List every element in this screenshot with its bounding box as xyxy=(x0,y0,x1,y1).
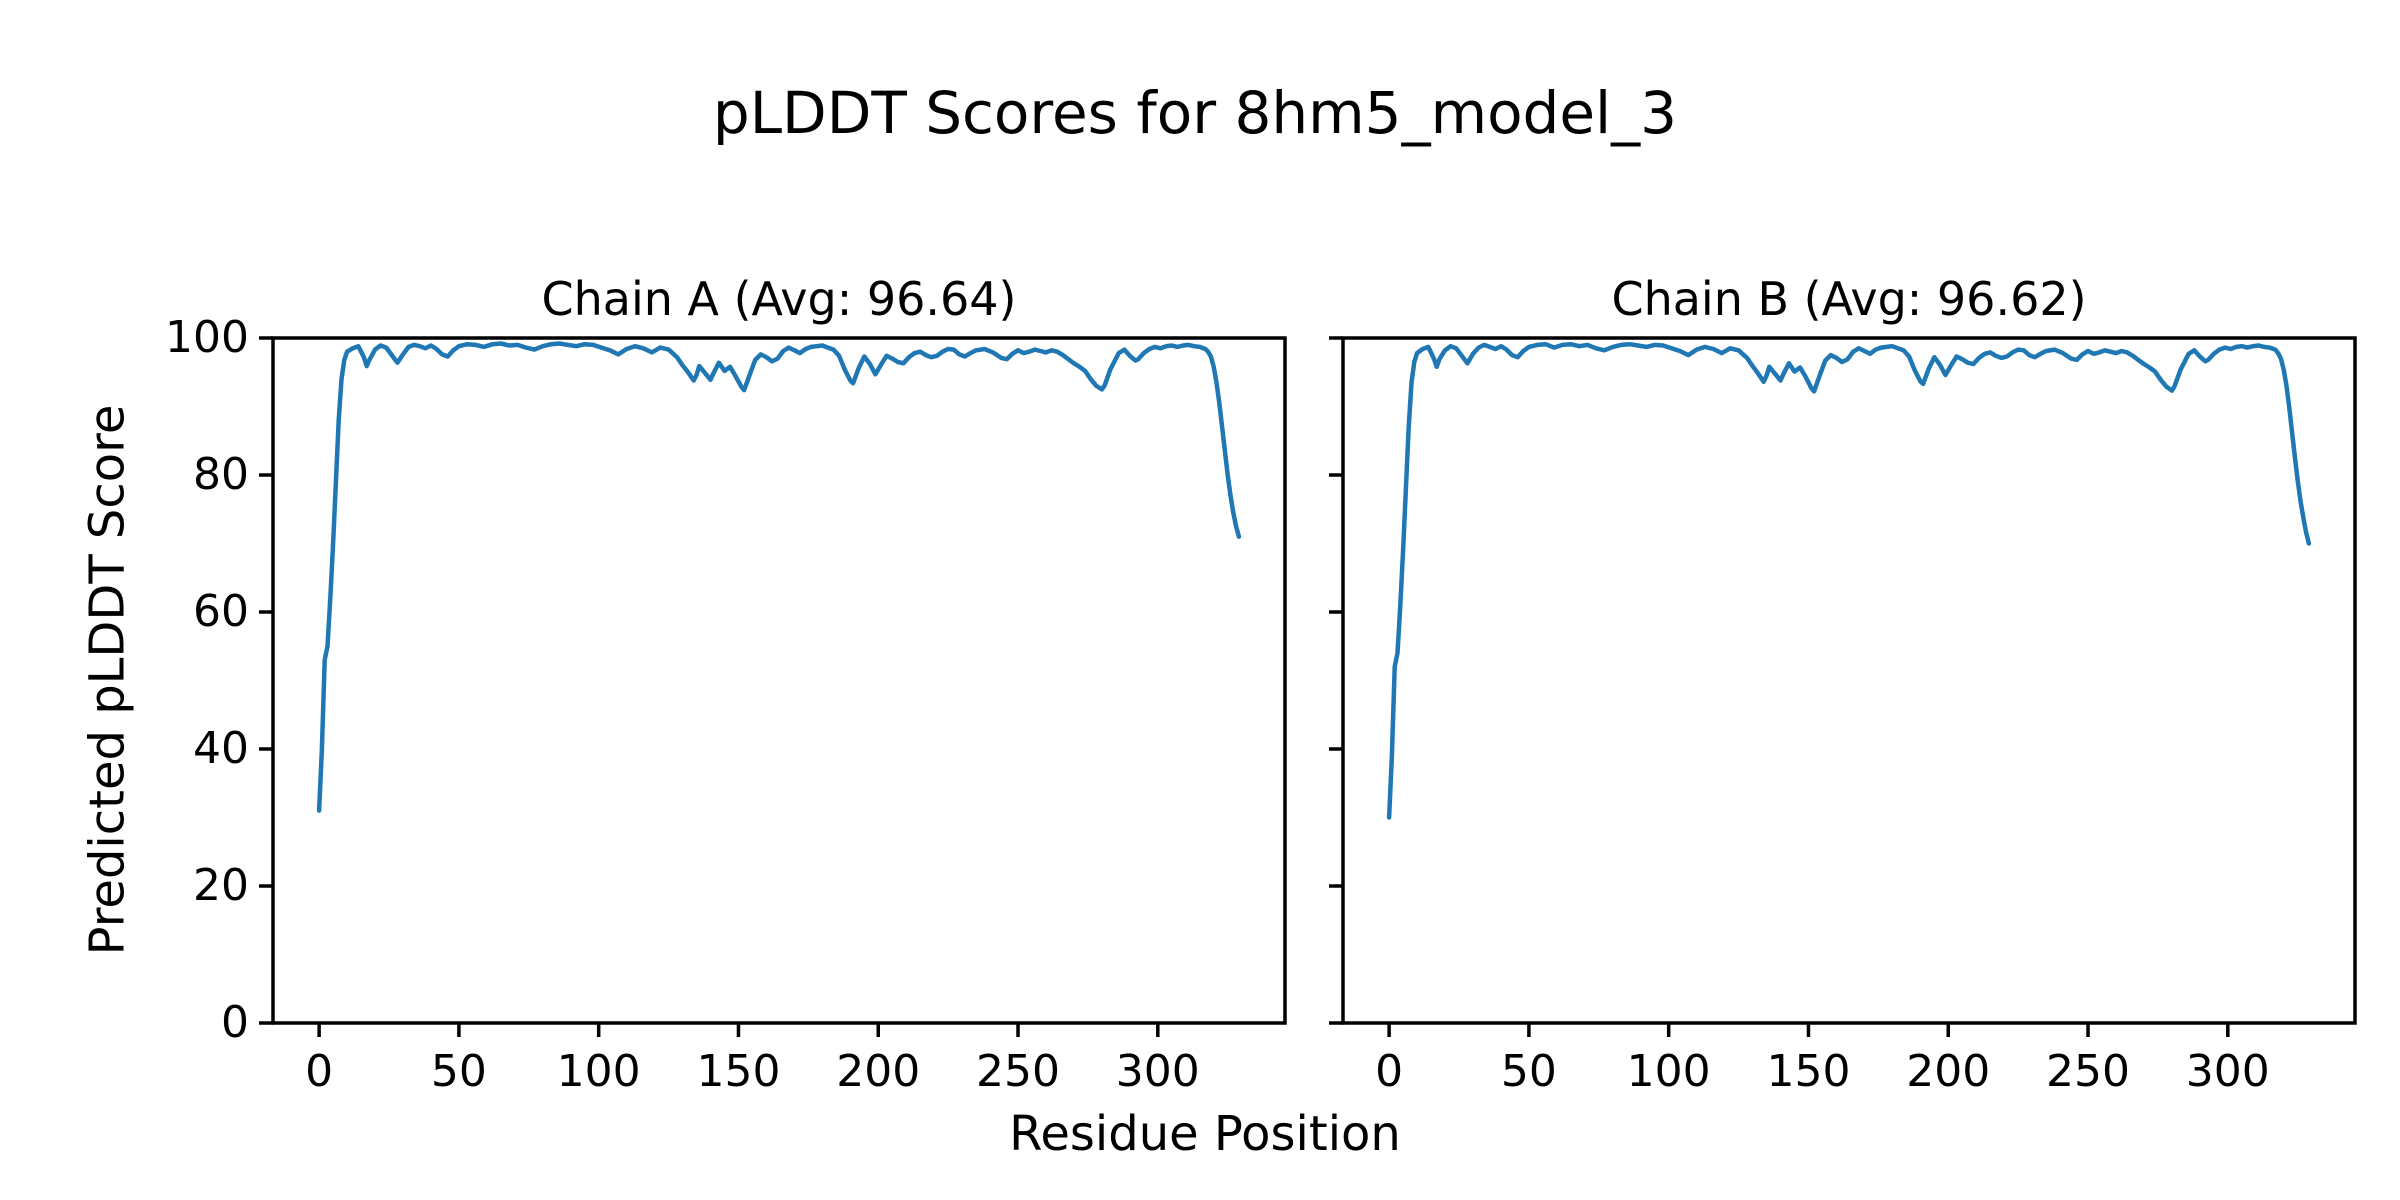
x-axis-label: Residue Position xyxy=(1009,1106,1401,1162)
y-tick-label: 60 xyxy=(193,586,249,637)
plddt-line-chain-b xyxy=(1386,341,2312,820)
x-tick-label: 250 xyxy=(2046,1046,2131,1097)
axes-spines xyxy=(1341,336,2357,1025)
x-tick-label: 100 xyxy=(1626,1046,1711,1097)
x-tick-label: 150 xyxy=(1766,1046,1851,1097)
x-tick-label: 200 xyxy=(1906,1046,1991,1097)
x-tick-label: 0 xyxy=(305,1046,334,1097)
y-tick-label: 0 xyxy=(221,997,249,1048)
chain-a-title: Chain A (Avg: 96.64) xyxy=(541,272,1017,326)
x-tick-label: 50 xyxy=(430,1046,487,1097)
chain-b-plot-area xyxy=(1329,336,2357,1037)
x-tick-label: 300 xyxy=(2185,1046,2270,1097)
y-tick-label: 100 xyxy=(165,312,249,363)
x-tick-label: 300 xyxy=(1115,1046,1200,1097)
y-tick-label: 20 xyxy=(193,860,249,911)
chain-a-plot-area xyxy=(259,336,1287,1037)
y-tick-label: 40 xyxy=(193,723,249,774)
x-tick-label: 50 xyxy=(1500,1046,1557,1097)
axes-spines xyxy=(271,336,1287,1025)
x-tick-label: 100 xyxy=(556,1046,641,1097)
x-tick-label: 0 xyxy=(1375,1046,1404,1097)
y-tick-label: 80 xyxy=(193,449,249,500)
x-tick-label: 150 xyxy=(696,1046,781,1097)
x-tick-label: 200 xyxy=(836,1046,921,1097)
figure-title: pLDDT Scores for 8hm5_model_3 xyxy=(712,79,1678,147)
plddt-line-chain-a xyxy=(316,341,1242,813)
x-tick-label: 250 xyxy=(976,1046,1061,1097)
chain-b-title: Chain B (Avg: 96.62) xyxy=(1611,272,2087,326)
